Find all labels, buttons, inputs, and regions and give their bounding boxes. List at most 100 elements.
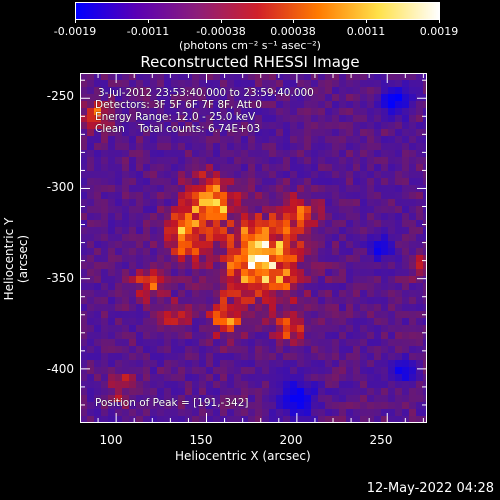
- image-pixel: [311, 241, 318, 248]
- image-pixel: [332, 248, 339, 255]
- image-pixel: [332, 283, 339, 290]
- image-pixel: [304, 374, 311, 381]
- image-pixel: [108, 234, 115, 241]
- image-pixel: [136, 360, 143, 367]
- image-pixel: [108, 220, 115, 227]
- image-pixel: [318, 248, 325, 255]
- image-pixel: [416, 311, 423, 318]
- image-pixel: [129, 206, 136, 213]
- image-pixel: [185, 297, 192, 304]
- image-pixel: [227, 304, 234, 311]
- image-pixel: [360, 402, 367, 409]
- image-pixel: [129, 108, 136, 115]
- image-pixel: [423, 297, 427, 304]
- image-pixel: [206, 227, 213, 234]
- image-pixel: [164, 269, 171, 276]
- image-pixel: [178, 374, 185, 381]
- image-pixel: [87, 150, 94, 157]
- image-pixel: [213, 409, 220, 416]
- image-pixel: [115, 325, 122, 332]
- image-pixel: [108, 178, 115, 185]
- image-pixel: [318, 311, 325, 318]
- image-pixel: [122, 136, 129, 143]
- image-pixel: [101, 402, 108, 409]
- image-pixel: [87, 381, 94, 388]
- image-pixel: [192, 318, 199, 325]
- image-pixel: [101, 199, 108, 206]
- image-pixel: [360, 136, 367, 143]
- image-pixel: [318, 395, 325, 402]
- image-pixel: [206, 339, 213, 346]
- image-pixel: [297, 73, 304, 80]
- image-pixel: [339, 395, 346, 402]
- image-pixel: [416, 395, 423, 402]
- image-pixel: [276, 276, 283, 283]
- image-pixel: [290, 325, 297, 332]
- image-pixel: [339, 318, 346, 325]
- image-pixel: [164, 297, 171, 304]
- image-pixel: [283, 185, 290, 192]
- image-pixel: [297, 206, 304, 213]
- image-pixel: [248, 115, 255, 122]
- image-pixel: [360, 192, 367, 199]
- image-pixel: [381, 80, 388, 87]
- image-pixel: [402, 150, 409, 157]
- image-pixel: [276, 388, 283, 395]
- image-pixel: [108, 227, 115, 234]
- image-pixel: [381, 339, 388, 346]
- image-pixel: [241, 290, 248, 297]
- image-pixel: [122, 416, 129, 423]
- image-pixel: [136, 402, 143, 409]
- image-pixel: [423, 332, 427, 339]
- image-pixel: [206, 115, 213, 122]
- image-pixel: [276, 220, 283, 227]
- image-pixel: [164, 178, 171, 185]
- image-pixel: [241, 248, 248, 255]
- image-pixel: [276, 360, 283, 367]
- image-pixel: [241, 276, 248, 283]
- image-pixel: [241, 374, 248, 381]
- image-pixel: [220, 143, 227, 150]
- image-pixel: [346, 94, 353, 101]
- image-pixel: [136, 353, 143, 360]
- image-pixel: [367, 206, 374, 213]
- image-pixel: [206, 290, 213, 297]
- image-pixel: [346, 248, 353, 255]
- image-pixel: [381, 227, 388, 234]
- image-pixel: [87, 262, 94, 269]
- image-pixel: [360, 164, 367, 171]
- image-pixel: [325, 332, 332, 339]
- image-pixel: [94, 290, 101, 297]
- image-pixel: [80, 416, 87, 423]
- image-pixel: [269, 262, 276, 269]
- image-pixel: [248, 262, 255, 269]
- image-pixel: [220, 227, 227, 234]
- image-pixel: [206, 367, 213, 374]
- image-pixel: [143, 304, 150, 311]
- image-pixel: [346, 297, 353, 304]
- image-pixel: [395, 416, 402, 423]
- image-pixel: [115, 360, 122, 367]
- image-pixel: [255, 206, 262, 213]
- image-pixel: [283, 129, 290, 136]
- image-pixel: [388, 227, 395, 234]
- image-pixel: [178, 192, 185, 199]
- image-pixel: [304, 269, 311, 276]
- image-pixel: [136, 269, 143, 276]
- image-pixel: [164, 94, 171, 101]
- image-pixel: [311, 206, 318, 213]
- image-pixel: [283, 241, 290, 248]
- image-pixel: [262, 241, 269, 248]
- image-pixel: [297, 269, 304, 276]
- image-pixel: [241, 241, 248, 248]
- image-pixel: [409, 360, 416, 367]
- image-pixel: [353, 367, 360, 374]
- image-pixel: [220, 241, 227, 248]
- image-pixel: [220, 220, 227, 227]
- image-pixel: [136, 297, 143, 304]
- image-pixel: [388, 367, 395, 374]
- image-pixel: [157, 122, 164, 129]
- image-pixel: [178, 94, 185, 101]
- image-pixel: [241, 108, 248, 115]
- image-pixel: [227, 87, 234, 94]
